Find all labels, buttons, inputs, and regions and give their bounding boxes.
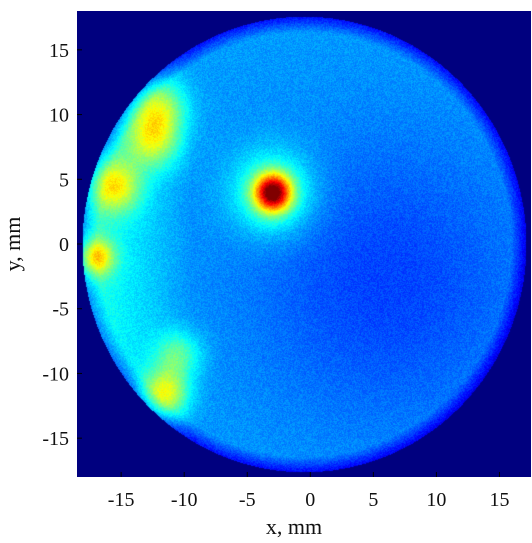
x-tick-label: -10 (171, 489, 198, 511)
y-tick-label: -15 (42, 428, 69, 450)
x-axis-ticks: -15 -10 -5 0 5 10 15 (108, 472, 509, 511)
x-tick-label: -5 (239, 489, 256, 511)
y-tick-label: 5 (59, 169, 69, 191)
x-tick-label: 0 (305, 489, 315, 511)
x-tick-label: 5 (368, 489, 378, 511)
y-tick-label: -5 (52, 299, 69, 321)
y-axis-label: y, mm (0, 217, 25, 272)
y-tick-label: -10 (42, 363, 69, 385)
x-tick-label: -15 (108, 489, 135, 511)
y-tick-label: 10 (49, 105, 69, 127)
y-axis-ticks: -15 -10 -5 0 5 10 15 (42, 40, 82, 450)
heatmap-image (77, 11, 531, 477)
x-tick-label: 15 (489, 489, 509, 511)
plot-area (77, 11, 531, 477)
y-tick-label: 0 (59, 234, 69, 256)
y-tick-label: 15 (49, 40, 69, 62)
x-axis-label: x, mm (266, 514, 322, 539)
x-tick-label: 10 (426, 489, 446, 511)
